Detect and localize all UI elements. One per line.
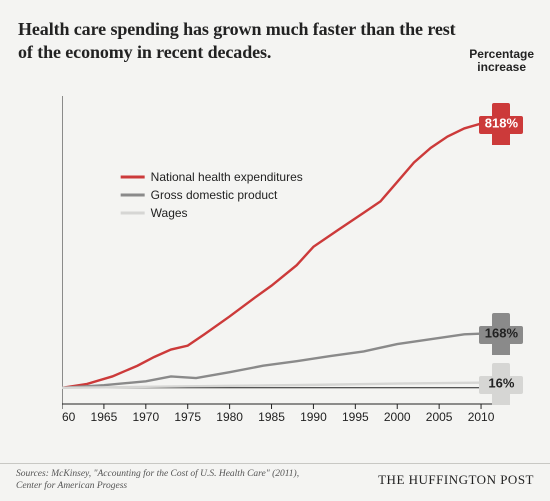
title-line-2: of the economy in recent decades. xyxy=(18,42,271,62)
end-badge: 168% xyxy=(479,311,523,355)
svg-text:1985: 1985 xyxy=(258,410,285,422)
svg-text:1965: 1965 xyxy=(91,410,118,422)
sources-text: Sources: McKinsey, "Accounting for the C… xyxy=(16,469,299,493)
subtitle-line-2: increase xyxy=(477,60,526,74)
svg-text:Wages: Wages xyxy=(151,206,188,220)
line-chart: 0%100%200%300%400%500%600%700%800%900%19… xyxy=(62,92,502,422)
svg-text:2010: 2010 xyxy=(468,410,495,422)
svg-text:1975: 1975 xyxy=(174,410,201,422)
svg-text:1970: 1970 xyxy=(132,410,159,422)
end-badge: 16% xyxy=(479,361,523,405)
svg-text:1995: 1995 xyxy=(342,410,369,422)
publisher-brand: THE HUFFINGTON POST xyxy=(378,469,534,488)
svg-text:1990: 1990 xyxy=(300,410,327,422)
end-badge: 818% xyxy=(479,101,523,145)
chart-area: 0%100%200%300%400%500%600%700%800%900%19… xyxy=(16,92,536,464)
svg-text:1960: 1960 xyxy=(62,410,76,422)
svg-text:1980: 1980 xyxy=(216,410,243,422)
sources-line-1: Sources: McKinsey, "Accounting for the C… xyxy=(16,469,299,479)
title-line-1: Health care spending has grown much fast… xyxy=(18,19,456,39)
svg-text:National health expenditures: National health expenditures xyxy=(151,170,303,184)
y-axis-subtitle: Percentage increase xyxy=(469,48,534,73)
svg-text:Gross domestic product: Gross domestic product xyxy=(151,188,278,202)
footer: Sources: McKinsey, "Accounting for the C… xyxy=(0,463,550,501)
svg-text:2005: 2005 xyxy=(426,410,453,422)
sources-line-2: Center for American Progess xyxy=(16,481,127,491)
svg-text:2000: 2000 xyxy=(384,410,411,422)
chart-title: Health care spending has grown much fast… xyxy=(18,18,534,64)
